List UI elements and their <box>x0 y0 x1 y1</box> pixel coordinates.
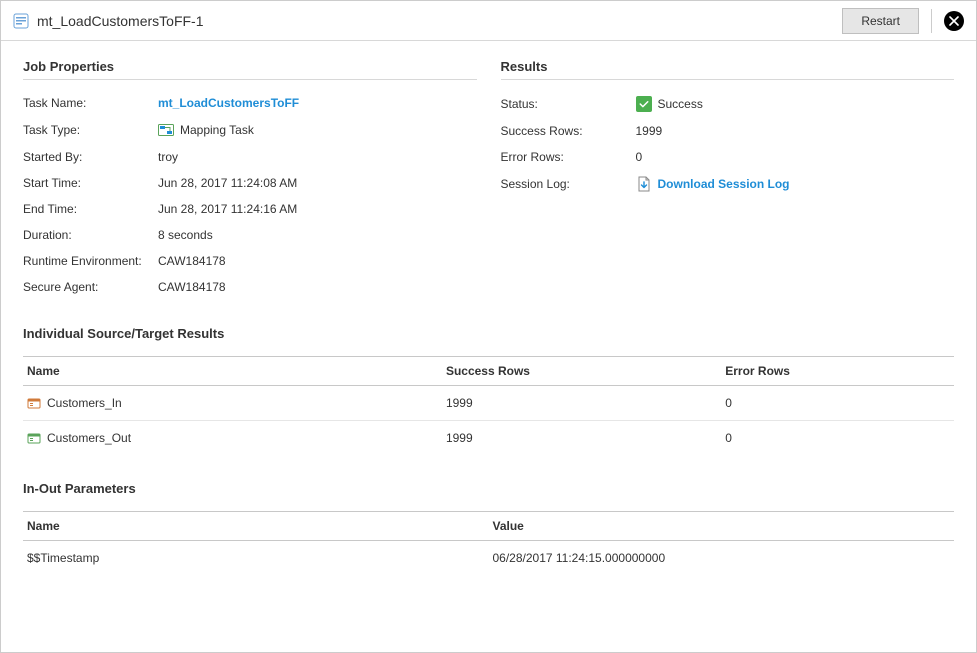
body: Job Properties Task Name: mt_LoadCustome… <box>1 41 976 652</box>
cell-success: 1999 <box>442 421 721 456</box>
col-success-rows: Success Rows <box>442 357 721 386</box>
task-icon <box>13 13 29 29</box>
row-status: Status: Success <box>501 90 955 118</box>
value-runtime-env: CAW184178 <box>158 254 226 268</box>
col-name: Name <box>23 357 442 386</box>
restart-button[interactable]: Restart <box>842 8 919 34</box>
label-end-time: End Time: <box>23 202 158 216</box>
row-success-rows: Success Rows: 1999 <box>501 118 955 144</box>
col-param-name: Name <box>23 512 489 541</box>
row-start-time: Start Time: Jun 28, 2017 11:24:08 AM <box>23 170 477 196</box>
row-error-rows: Error Rows: 0 <box>501 144 955 170</box>
target-icon <box>27 431 41 445</box>
row-duration: Duration: 8 seconds <box>23 222 477 248</box>
success-icon <box>636 96 652 112</box>
source-target-table: Name Success Rows Error Rows Customers_ <box>23 356 954 455</box>
row-started-by: Started By: troy <box>23 144 477 170</box>
value-secure-agent: CAW184178 <box>158 280 226 294</box>
download-session-log-link[interactable]: Download Session Log <box>658 177 790 191</box>
table-row: Customers_In 1999 0 <box>23 386 954 421</box>
row-task-name: Task Name: mt_LoadCustomersToFF <box>23 90 477 116</box>
row-session-log: Session Log: Download Session Log <box>501 170 955 198</box>
page-title: mt_LoadCustomersToFF-1 <box>37 13 842 29</box>
row-task-type: Task Type: Mapping Task <box>23 116 477 144</box>
label-task-name: Task Name: <box>23 96 158 110</box>
task-name-link[interactable]: mt_LoadCustomersToFF <box>158 96 299 110</box>
close-button[interactable] <box>944 11 964 31</box>
header: mt_LoadCustomersToFF-1 Restart <box>1 1 976 41</box>
header-divider <box>931 9 932 33</box>
results-panel: Results Status: Success Success Rows: 19… <box>501 59 955 300</box>
label-error-rows: Error Rows: <box>501 150 636 164</box>
table-row: $$Timestamp 06/28/2017 11:24:15.00000000… <box>23 541 954 576</box>
label-runtime-env: Runtime Environment: <box>23 254 158 268</box>
value-task-type: Mapping Task <box>180 123 254 137</box>
inout-params-table: Name Value $$Timestamp 06/28/2017 11:24:… <box>23 511 954 575</box>
results-title: Results <box>501 59 955 80</box>
value-duration: 8 seconds <box>158 228 213 242</box>
row-end-time: End Time: Jun 28, 2017 11:24:16 AM <box>23 196 477 222</box>
value-started-by: troy <box>158 150 178 164</box>
source-icon <box>27 396 41 410</box>
col-param-value: Value <box>489 512 955 541</box>
label-started-by: Started By: <box>23 150 158 164</box>
table-row: Customers_Out 1999 0 <box>23 421 954 456</box>
cell-param-value: 06/28/2017 11:24:15.000000000 <box>489 541 955 576</box>
label-status: Status: <box>501 97 636 111</box>
source-target-title: Individual Source/Target Results <box>23 326 954 346</box>
close-icon <box>949 16 959 26</box>
value-start-time: Jun 28, 2017 11:24:08 AM <box>158 176 297 190</box>
cell-param-name: $$Timestamp <box>23 541 489 576</box>
cell-error: 0 <box>721 386 954 421</box>
label-task-type: Task Type: <box>23 123 158 137</box>
label-secure-agent: Secure Agent: <box>23 280 158 294</box>
inout-params-section: In-Out Parameters Name Value $$Timestamp… <box>23 481 954 575</box>
cell-error: 0 <box>721 421 954 456</box>
value-status: Success <box>658 97 703 111</box>
row-runtime-env: Runtime Environment: CAW184178 <box>23 248 477 274</box>
cell-name: Customers_In <box>47 396 122 410</box>
label-success-rows: Success Rows: <box>501 124 636 138</box>
value-end-time: Jun 28, 2017 11:24:16 AM <box>158 202 297 216</box>
mapping-task-icon <box>158 122 174 138</box>
label-start-time: Start Time: <box>23 176 158 190</box>
value-success-rows: 1999 <box>636 124 663 138</box>
inout-params-title: In-Out Parameters <box>23 481 954 501</box>
cell-name: Customers_Out <box>47 431 131 445</box>
job-properties-title: Job Properties <box>23 59 477 80</box>
job-properties-panel: Job Properties Task Name: mt_LoadCustome… <box>23 59 477 300</box>
label-session-log: Session Log: <box>501 177 636 191</box>
label-duration: Duration: <box>23 228 158 242</box>
row-secure-agent: Secure Agent: CAW184178 <box>23 274 477 300</box>
value-error-rows: 0 <box>636 150 643 164</box>
source-target-section: Individual Source/Target Results Name Su… <box>23 326 954 455</box>
download-log-icon <box>636 176 652 192</box>
col-error-rows: Error Rows <box>721 357 954 386</box>
cell-success: 1999 <box>442 386 721 421</box>
